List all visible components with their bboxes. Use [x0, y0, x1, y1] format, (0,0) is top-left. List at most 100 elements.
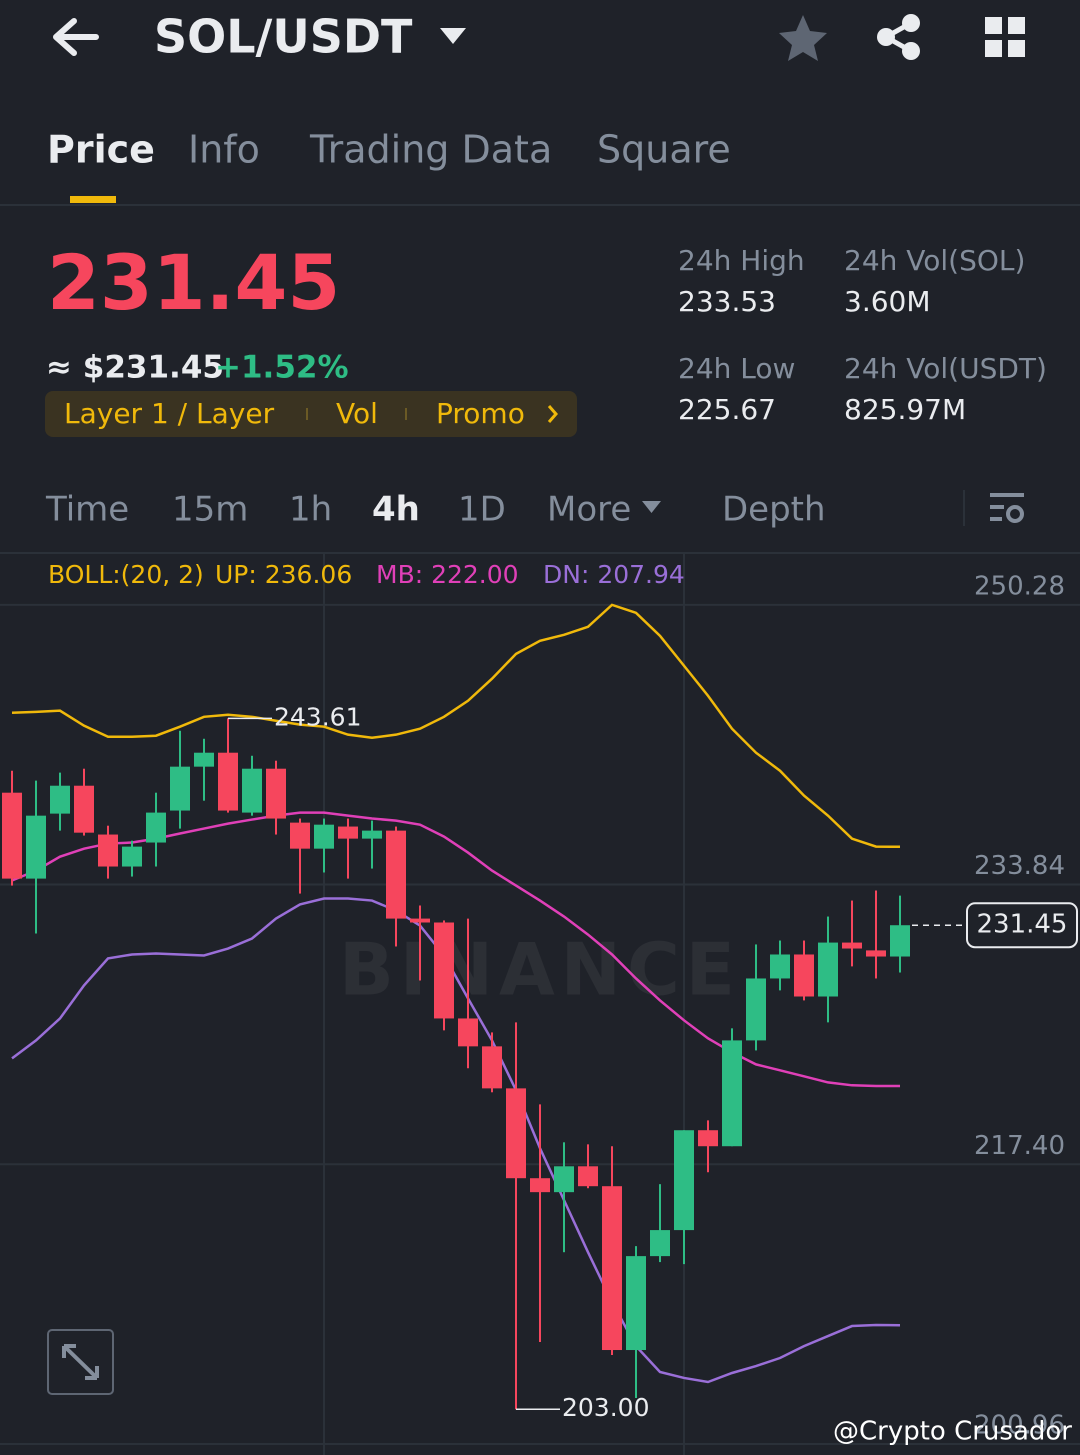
candle-body — [98, 834, 118, 867]
candle-body — [194, 752, 214, 767]
watermark: BINANCE — [339, 928, 741, 1012]
candle-body — [770, 954, 790, 979]
candle-body — [26, 815, 46, 879]
indicator-label: BOLL:(20, 2) — [48, 560, 204, 589]
tag[interactable]: Layer 1 / Layer — [64, 397, 275, 430]
stat-value: 225.67 — [678, 393, 776, 426]
y-tick-label: 233.84 — [974, 851, 1065, 881]
candle-body — [314, 824, 334, 849]
stat-label: 24h High — [678, 244, 805, 277]
candle-body — [386, 830, 406, 919]
candle-body — [146, 812, 166, 843]
tag[interactable]: Promo — [436, 397, 525, 430]
tag-bar[interactable] — [45, 391, 577, 437]
candle-body — [650, 1230, 670, 1257]
divider — [0, 204, 1080, 206]
share-icon[interactable] — [877, 14, 920, 60]
interval[interactable]: Time — [45, 490, 129, 530]
y-tick-label: 250.28 — [974, 571, 1065, 601]
candle-body — [170, 766, 190, 811]
last-price: 231.45 — [47, 238, 340, 327]
price-change: +1.52% — [215, 350, 349, 386]
candle-body — [482, 1046, 502, 1089]
stat-label: 24h Vol(USDT) — [844, 352, 1047, 385]
candle-body — [890, 925, 910, 957]
tab[interactable]: Info — [188, 128, 260, 172]
indicator-label: UP: 236.06 — [215, 560, 352, 589]
candle-body — [218, 752, 238, 811]
tag[interactable]: Vol — [336, 397, 378, 430]
pair-dropdown[interactable] — [440, 28, 466, 44]
candle-body — [722, 1040, 742, 1147]
interval[interactable]: 1D — [458, 490, 506, 530]
candle-body — [602, 1186, 622, 1351]
candle-body — [530, 1178, 550, 1193]
candle-body — [74, 785, 94, 833]
candle-body — [2, 792, 22, 879]
tag-chevron — [547, 405, 558, 423]
interval[interactable]: More — [547, 490, 631, 530]
candle-body — [362, 830, 382, 839]
interval-active[interactable]: 4h — [372, 490, 420, 530]
candle-body — [794, 954, 814, 997]
candle-body — [746, 978, 766, 1041]
last-price-label: 231.45 — [977, 910, 1068, 940]
candle-body — [506, 1088, 526, 1179]
grid-icon[interactable] — [985, 17, 1025, 57]
y-tick-label: 217.40 — [974, 1131, 1065, 1161]
pair-title[interactable]: SOL/USDT — [154, 10, 413, 64]
divider — [0, 552, 1080, 554]
interval[interactable]: 1h — [289, 490, 332, 530]
candle-body — [410, 918, 430, 923]
candle-body — [434, 922, 454, 1019]
stat-value: 3.60M — [844, 285, 931, 318]
price-approx: ≈ $231.45 — [46, 350, 224, 386]
tag-separator — [306, 408, 308, 420]
favorite-icon[interactable] — [779, 15, 827, 61]
stat-label: 24h Vol(SOL) — [844, 244, 1025, 277]
back-button[interactable] — [53, 18, 99, 56]
high-label: 243.61 — [274, 702, 361, 731]
tab[interactable]: Square — [597, 128, 731, 172]
stat-value: 825.97M — [844, 393, 966, 426]
candle-body — [554, 1166, 574, 1193]
tab-indicator — [70, 196, 116, 203]
stat-label: 24h Low — [678, 352, 795, 385]
candle-body — [50, 785, 70, 814]
expand-button[interactable] — [47, 1329, 114, 1395]
y-tick-label: 200.96 — [974, 1410, 1065, 1440]
stat-value: 233.53 — [678, 285, 776, 318]
interval[interactable]: Depth — [722, 490, 826, 530]
more-dropdown[interactable] — [642, 501, 661, 513]
candle-body — [290, 822, 310, 849]
bollinger-band — [11, 897, 901, 1384]
bollinger-band — [11, 603, 901, 849]
candle-body — [266, 768, 286, 819]
candlestick-chart: BINANCE 250.28 233.84 217.40 200.96 BOLL:(20,… — [0, 560, 1080, 1447]
candle-body — [242, 768, 262, 813]
candle-body — [626, 1256, 646, 1351]
expand-icon — [62, 1344, 99, 1380]
candle-body — [458, 1018, 478, 1047]
candle-body — [818, 942, 838, 997]
divider — [963, 490, 965, 526]
tab[interactable]: Trading Data — [309, 128, 552, 172]
indicator-label: DN: 207.94 — [543, 560, 685, 589]
candle-body — [122, 846, 142, 867]
candle-body — [338, 826, 358, 839]
candle-body — [674, 1130, 694, 1231]
candle-body — [578, 1166, 598, 1187]
candle-body — [698, 1130, 718, 1147]
credit: @Crypto Crusador — [833, 1417, 1072, 1447]
tag-separator — [405, 408, 407, 420]
tab-active[interactable]: Price — [47, 128, 155, 172]
candle-body — [866, 950, 886, 957]
low-label: 203.00 — [562, 1393, 649, 1422]
indicator-label: MB: 222.00 — [376, 560, 519, 589]
interval[interactable]: 15m — [172, 490, 248, 530]
last-price-box — [966, 902, 1078, 949]
candle-body — [842, 942, 862, 949]
chart-settings-icon[interactable] — [990, 493, 1024, 523]
